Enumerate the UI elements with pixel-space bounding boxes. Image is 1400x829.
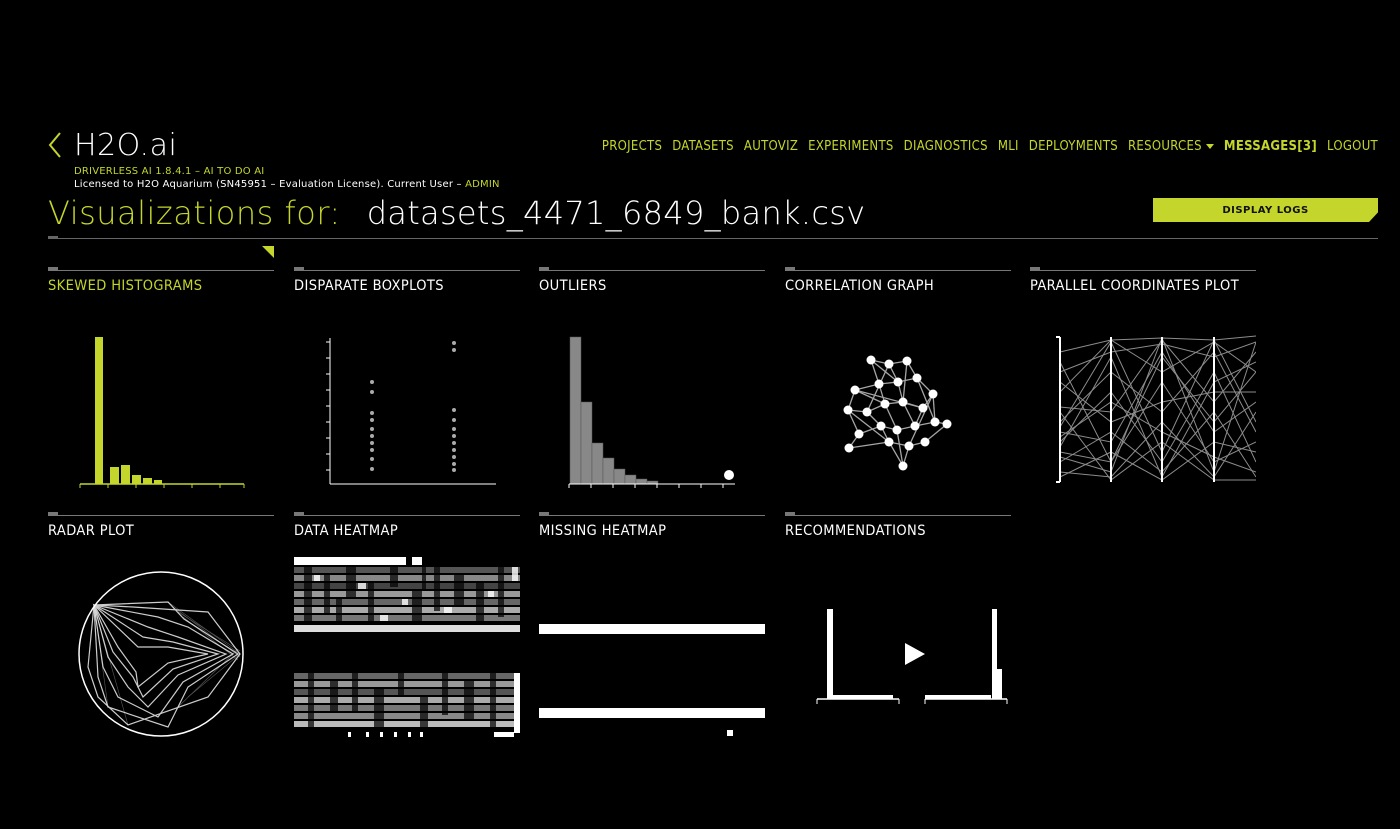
dataset-name: datasets_4471_6849_bank.csv [366,194,866,232]
version-line: DRIVERLESS AI 1.8.4.1 – AI TO DO AI [74,166,265,177]
tile-tab [48,267,58,270]
tile-label: DATA HEATMAP [294,523,399,539]
tile-divider [294,270,520,271]
chevron-left-icon[interactable] [46,130,64,160]
nav-resources[interactable]: RESOURCES [1128,139,1214,154]
selected-corner-icon [262,246,274,258]
tile-tab [785,267,795,270]
tile-tab [1030,267,1040,270]
boxplot-thumbnail [326,338,496,485]
tile-label: OUTLIERS [539,278,607,294]
nav-datasets[interactable]: DATASETS [672,139,734,154]
app-logo[interactable]: H2O.ai [74,128,178,163]
radar-plot-thumbnail [78,571,244,737]
nav-deployments[interactable]: DEPLOYMENTS [1028,139,1118,154]
current-user[interactable]: ADMIN [465,179,500,190]
tile-divider [48,515,274,516]
tile-tab [294,512,304,515]
tile-divider [539,515,765,516]
tile-tab [539,267,549,270]
display-logs-button[interactable]: DISPLAY LOGS [1153,198,1378,222]
skewed-histogram-thumbnail [79,337,245,488]
tile-label: SKEWED HISTOGRAMS [48,278,203,294]
tile-divider [294,515,520,516]
nav-resources-label: RESOURCES [1128,139,1202,154]
header-divider [48,238,1378,239]
tile-divider [48,270,274,271]
nav-logout[interactable]: LOGOUT [1326,139,1378,154]
tile-label: RECOMMENDATIONS [785,523,926,539]
nav-projects[interactable]: PROJECTS [601,139,663,154]
license-line: Licensed to H2O Aquarium (SN45951 – Eval… [74,179,500,190]
tile-divider [539,270,765,271]
play-icon[interactable] [905,643,925,665]
tile-label: DISPARATE BOXPLOTS [294,278,444,294]
page-title: Visualizations for: datasets_4471_6849_ba… [48,194,865,232]
caret-down-icon [1205,144,1214,149]
license-text: Licensed to H2O Aquarium (SN45951 – Eval… [74,179,466,190]
tile-label: MISSING HEATMAP [539,523,667,539]
tile-label: PARALLEL COORDINATES PLOT [1030,278,1240,294]
correlation-graph-thumbnail [843,355,952,471]
tile-tab [48,512,58,515]
nav-messages[interactable]: MESSAGES[3] [1223,139,1317,154]
parallel-coordinates-thumbnail [1056,335,1256,483]
tile-tab [294,267,304,270]
outliers-thumbnail [568,336,735,488]
nav-experiments[interactable]: EXPERIMENTS [808,139,894,154]
header-divider-tab [48,236,58,239]
recommendations-thumbnail [816,609,1008,704]
nav-diagnostics[interactable]: DIAGNOSTICS [903,139,988,154]
tile-divider [1030,270,1256,271]
tile-label: RADAR PLOT [48,523,135,539]
tile-tab [785,512,795,515]
tile-label: CORRELATION GRAPH [785,278,935,294]
missing-heatmap-thumbnail [539,624,765,736]
tile-tab [539,512,549,515]
main-nav: PROJECTS DATASETS AUTOVIZ EXPERIMENTS DI… [602,139,1378,154]
nav-mli[interactable]: MLI [997,139,1019,154]
data-heatmap-thumbnail [294,557,520,737]
tile-divider [785,515,1011,516]
tile-divider [785,270,1011,271]
page-title-label: Visualizations for: [48,194,341,232]
nav-autoviz[interactable]: AUTOVIZ [743,139,799,154]
